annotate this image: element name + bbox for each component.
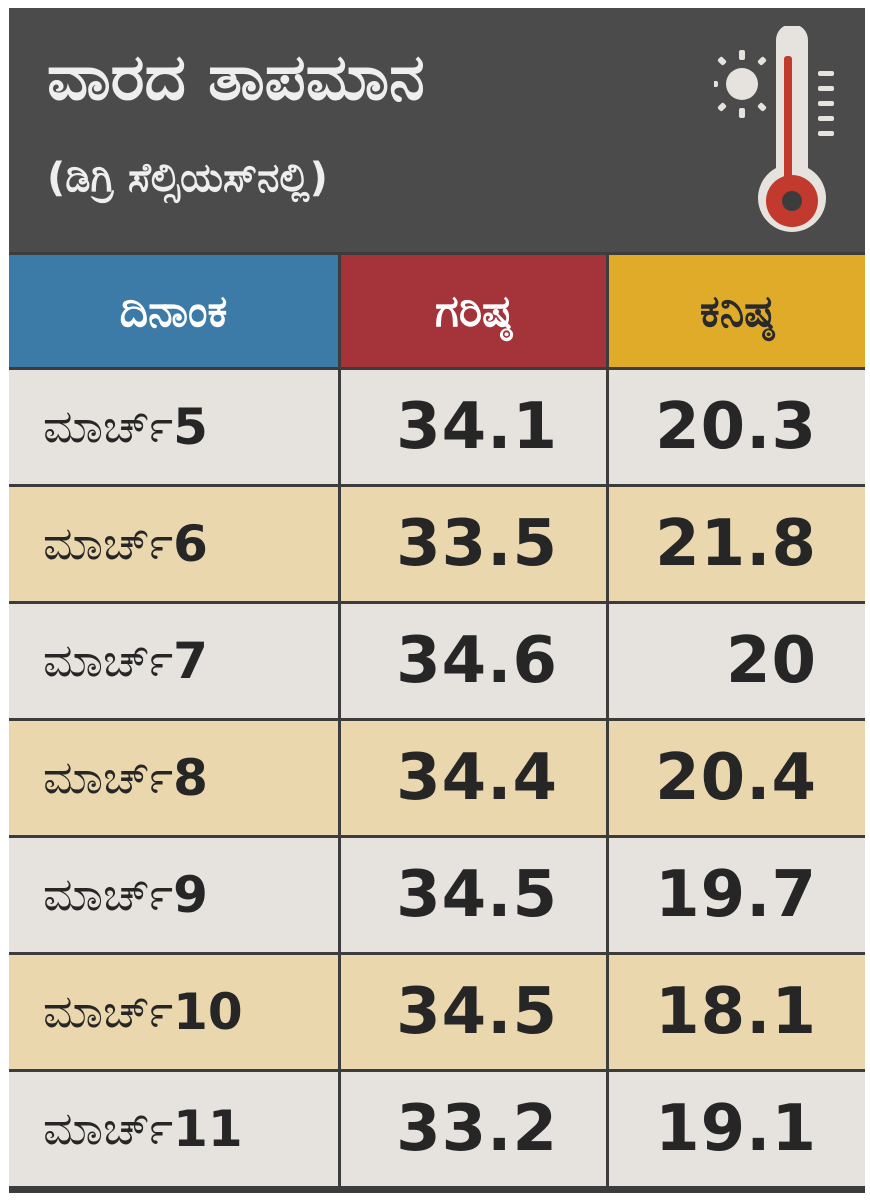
- row-month: ಮಾರ್ಚ್: [43, 984, 174, 1038]
- row-min: 20.3: [609, 370, 865, 484]
- row-min: 19.1: [609, 1072, 865, 1186]
- row-max: 34.1: [341, 370, 606, 484]
- row-month: ಮಾರ್ಚ್: [43, 633, 174, 687]
- row-date: ಮಾರ್ಚ್ 10: [9, 955, 338, 1069]
- row-date: ಮಾರ್ಚ್ 7: [9, 604, 338, 718]
- temperature-card: ವಾರದ ತಾಪಮಾನ (ಡಿಗ್ರಿ ಸೆಲ್ಸಿಯಸ್‌ನಲ್ಲಿ): [9, 8, 865, 1193]
- column-header-min: ಕನಿಷ್ಠ: [609, 255, 865, 367]
- row-max: 33.5: [341, 487, 606, 601]
- row-date: ಮಾರ್ಚ್ 6: [9, 487, 338, 601]
- row-day: 10: [173, 983, 243, 1041]
- row-month: ಮಾರ್ಚ್: [43, 516, 174, 570]
- row-day: 7: [173, 632, 208, 690]
- row-max: 34.5: [341, 955, 606, 1069]
- row-min: 20.4: [609, 721, 865, 835]
- row-date: ಮಾರ್ಚ್ 8: [9, 721, 338, 835]
- row-max: 34.4: [341, 721, 606, 835]
- column-header-date: ದಿನಾಂಕ: [9, 255, 338, 367]
- row-max: 33.2: [341, 1072, 606, 1186]
- row-max: 34.5: [341, 838, 606, 952]
- row-month: ಮಾರ್ಚ್: [43, 399, 174, 453]
- header: ವಾರದ ತಾಪಮಾನ (ಡಿಗ್ರಿ ಸೆಲ್ಸಿಯಸ್‌ನಲ್ಲಿ): [9, 8, 865, 252]
- row-day: 9: [173, 866, 208, 924]
- row-min: 18.1: [609, 955, 865, 1069]
- row-date: ಮಾರ್ಚ್ 11: [9, 1072, 338, 1186]
- row-month: ಮಾರ್ಚ್: [43, 750, 174, 804]
- thermometer-sun-icon: [714, 26, 834, 232]
- page-subtitle: (ಡಿಗ್ರಿ ಸೆಲ್ಸಿಯಸ್‌ನಲ್ಲಿ): [47, 155, 328, 201]
- row-day: 6: [173, 515, 208, 573]
- row-max: 34.6: [341, 604, 606, 718]
- temperature-table: ದಿನಾಂಕ ಗರಿಷ್ಠ ಕನಿಷ್ಠ ಮಾರ್ಚ್ 5 34.1 20.3 ಮ…: [9, 252, 865, 1186]
- page-title: ವಾರದ ತಾಪಮಾನ: [47, 41, 425, 115]
- column-header-max: ಗರಿಷ್ಠ: [341, 255, 606, 367]
- row-day: 5: [173, 398, 208, 456]
- row-min: 21.8: [609, 487, 865, 601]
- row-min: 20: [609, 604, 865, 718]
- row-date: ಮಾರ್ಚ್ 5: [9, 370, 338, 484]
- row-month: ಮಾರ್ಚ್: [43, 867, 174, 921]
- row-min: 19.7: [609, 838, 865, 952]
- row-day: 11: [173, 1100, 243, 1158]
- row-day: 8: [173, 749, 208, 807]
- row-date: ಮಾರ್ಚ್ 9: [9, 838, 338, 952]
- row-month: ಮಾರ್ಚ್: [43, 1101, 174, 1155]
